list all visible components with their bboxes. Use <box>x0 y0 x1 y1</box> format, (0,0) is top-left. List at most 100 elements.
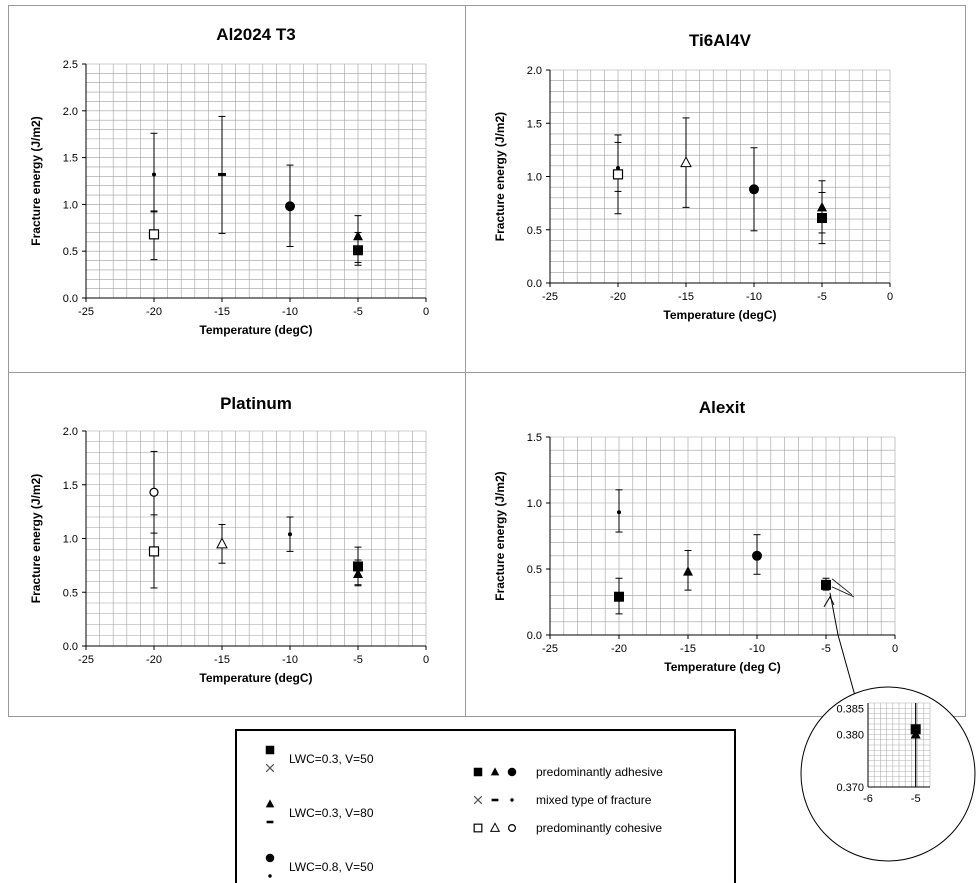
x-tick-label: -15 <box>678 291 694 303</box>
legend-condition-entry: LWC=0.3, V=80 <box>265 799 374 824</box>
legend-condition-entry: LWC=0.3, V=50 <box>265 745 374 773</box>
y-tick-label: 1.5 <box>527 432 542 444</box>
chart-title: Ti6Al4V <box>689 31 752 50</box>
x-tick-label: -20 <box>611 643 627 655</box>
y-tick-label: 1.5 <box>527 118 542 130</box>
data-point <box>680 117 692 208</box>
x-tick-label: -25 <box>542 643 558 655</box>
y-tick-label: 0.5 <box>527 225 542 237</box>
data-point <box>150 132 158 212</box>
plot-grid <box>85 430 427 647</box>
chart-1: -25 -20 -15 -10 -5 0 0.0 0.5 1.0 1.5 2.0 2.5 Al2024 … <box>29 25 429 337</box>
legend-condition-entry: LWC=0.8, V=50 <box>265 853 374 878</box>
plot-grid <box>85 63 427 299</box>
inset-x-tick-label: -5 <box>911 793 921 805</box>
legend-box: LWC=0.3, V=50 LWC=0.3, V=80 LWC=0.8, V=50 p… <box>235 729 736 883</box>
filled-square-marker <box>817 213 827 224</box>
x-tick-label: -10 <box>746 291 762 303</box>
chart-3: -25 -20 -15 -10 -5 0 0.0 0.5 1.0 1.5 2.0 Platinum Te… <box>29 394 429 685</box>
cross-marker <box>265 763 275 773</box>
data-point <box>614 577 624 615</box>
chart-title: Al2024 T3 <box>216 25 295 44</box>
filled-triangle-marker <box>910 729 921 739</box>
open-triangle-marker <box>680 156 692 168</box>
x-tick-label: -25 <box>78 654 94 666</box>
small-dot-marker <box>152 172 156 177</box>
y-tick-label: 0.0 <box>527 630 542 642</box>
legend-fracture-label: mixed type of fracture <box>536 793 652 807</box>
open-square-marker <box>473 823 483 833</box>
x-tick-label: -25 <box>542 291 558 303</box>
y-tick-label: 0.5 <box>527 564 542 576</box>
open-square-marker <box>148 229 160 240</box>
y-axis-label: Fracture energy (J/m2) <box>29 116 43 245</box>
data-point <box>353 559 363 587</box>
inset-y-tick-label: 0.385 <box>836 703 864 715</box>
y-tick-label: 1.0 <box>63 199 78 211</box>
x-tick-label: -15 <box>214 654 230 666</box>
x-tick-label: 0 <box>892 643 898 655</box>
filled-circle-marker <box>507 767 517 777</box>
x-tick-label: -20 <box>146 654 162 666</box>
x-tick-label: 0 <box>423 654 429 666</box>
data-point <box>752 534 762 575</box>
data-point <box>683 550 693 591</box>
y-tick-label: 2.0 <box>63 106 78 118</box>
charts-layer: -25 -20 -15 -10 -5 0 0.0 0.5 1.0 1.5 2.0 2.5 Al2024 … <box>29 25 976 862</box>
y-tick-label: 2.0 <box>527 65 542 77</box>
legend-fracture-entry: mixed type of fracture <box>473 793 652 807</box>
y-tick-label: 0.0 <box>63 641 78 653</box>
legend-fracture-label: predominantly cohesive <box>536 821 662 835</box>
inset-y-tick-label: 0.370 <box>836 782 864 794</box>
inset-y-tick-label: 0.380 <box>836 730 864 742</box>
dash-marker <box>491 798 499 802</box>
data-point <box>216 524 228 564</box>
chart-4: -25 -20 -15 -10 -5 0 0.0 0.5 1.0 1.5 Alexit Tempera… <box>493 398 976 862</box>
x-tick-label: -25 <box>78 306 94 318</box>
legend-frame <box>235 729 736 883</box>
filled-triangle-marker <box>683 566 693 576</box>
data-point <box>612 134 624 215</box>
open-triangle-marker <box>489 822 501 832</box>
data-point <box>817 191 827 245</box>
open-square-marker <box>612 169 624 180</box>
y-tick-label: 1.0 <box>63 534 78 546</box>
filled-circle-marker <box>752 550 762 561</box>
x-tick-label: -10 <box>749 643 765 655</box>
small-dot-marker <box>288 532 292 537</box>
chart-2: -25 -20 -15 -10 -5 0 0.0 0.5 1.0 1.5 2.0 Ti6Al4V Tem… <box>493 31 893 322</box>
x-tick-label: -10 <box>282 306 298 318</box>
y-tick-label: 1.0 <box>527 172 542 184</box>
filled-square-marker <box>353 245 363 256</box>
data-point <box>218 115 226 234</box>
inset-lens <box>800 686 976 862</box>
y-axis-label: Fracture energy (J/m2) <box>493 112 507 241</box>
legend-condition-label: LWC=0.3, V=50 <box>289 752 374 766</box>
filled-circle-marker <box>265 853 275 863</box>
x-tick-label: 0 <box>887 291 893 303</box>
filled-circle-marker <box>749 184 759 195</box>
filled-square-marker <box>473 767 483 777</box>
x-axis-label: Temperature (degC) <box>663 308 776 322</box>
legend-fracture-label: predominantly adhesive <box>536 765 663 779</box>
data-point <box>286 516 294 552</box>
data-point <box>353 231 363 266</box>
y-tick-label: 0.5 <box>63 246 78 258</box>
x-axis-label: Temperature (degC) <box>199 323 312 337</box>
inset-x-tick-label: -6 <box>863 793 873 805</box>
small-dot-marker <box>617 510 621 515</box>
quadrant-frame <box>8 5 966 717</box>
legend-fracture-entry: predominantly adhesive <box>473 765 663 779</box>
filled-square-marker <box>614 591 624 602</box>
x-axis-label: Temperature (degC) <box>199 671 312 685</box>
plot-grid <box>549 69 891 284</box>
leader-line <box>831 586 855 598</box>
cross-marker <box>473 795 483 805</box>
filled-square-marker <box>265 745 275 755</box>
x-tick-label: -5 <box>353 654 363 666</box>
chart-title: Alexit <box>699 398 746 417</box>
open-square-marker <box>148 546 160 557</box>
x-tick-label: -5 <box>353 306 363 318</box>
chart-title: Platinum <box>220 394 292 413</box>
